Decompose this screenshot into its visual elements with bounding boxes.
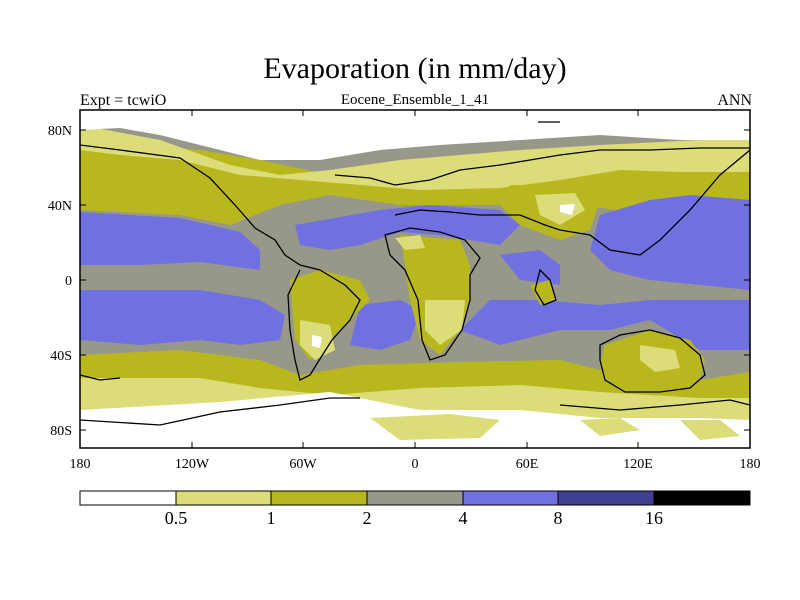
colorbar-box-5 bbox=[462, 490, 559, 506]
colorbar-label-8: 8 bbox=[554, 508, 563, 528]
evaporation-field bbox=[80, 110, 750, 448]
lon-labels: 180 120W 60W 0 60E 120E 180 bbox=[70, 457, 761, 472]
lat-ticks bbox=[80, 129, 750, 431]
lon-ticks bbox=[191, 110, 639, 448]
colorbar-label-2: 2 bbox=[363, 508, 372, 528]
lat-label-80n: 80N bbox=[48, 124, 72, 139]
lon-label-180w: 180 bbox=[70, 457, 91, 472]
colorbar-box-7 bbox=[653, 490, 751, 506]
lon-label-60w: 60W bbox=[289, 457, 317, 472]
lon-label-120e: 120E bbox=[623, 457, 653, 472]
colorbar-box-1 bbox=[79, 490, 177, 506]
colorbar-label-16: 16 bbox=[645, 508, 663, 528]
colorbar-box-3 bbox=[270, 490, 368, 506]
season-label: ANN bbox=[717, 92, 752, 109]
lat-label-40s: 40S bbox=[50, 349, 72, 364]
colorbar-box-4 bbox=[366, 490, 464, 506]
colorbar-box-6 bbox=[557, 490, 655, 506]
lat-label-80s: 80S bbox=[50, 424, 72, 439]
ensemble-label: Eocene_Ensemble_1_41 bbox=[340, 92, 490, 108]
lon-label-0: 0 bbox=[412, 457, 419, 472]
colorbar-box-2 bbox=[175, 490, 272, 506]
colorbar-label-1: 1 bbox=[267, 508, 276, 528]
colorbar-label-4: 4 bbox=[459, 508, 468, 528]
coastlines bbox=[80, 121, 750, 426]
lat-label-40n: 40N bbox=[48, 199, 72, 214]
lat-labels: 80N 40N 0 40S 80S bbox=[48, 124, 72, 439]
lat-label-0: 0 bbox=[65, 274, 72, 289]
colorbar-label-0-5: 0.5 bbox=[165, 508, 188, 528]
colorbar-labels: 0.5 1 2 4 8 16 bbox=[165, 508, 663, 528]
colorbar bbox=[79, 490, 751, 506]
lon-label-180e: 180 bbox=[740, 457, 761, 472]
experiment-label: Expt = tcwiO bbox=[80, 92, 167, 109]
lon-label-120w: 120W bbox=[175, 457, 210, 472]
plot-title: Evaporation (in mm/day) bbox=[263, 52, 567, 85]
lon-label-60e: 60E bbox=[516, 457, 539, 472]
